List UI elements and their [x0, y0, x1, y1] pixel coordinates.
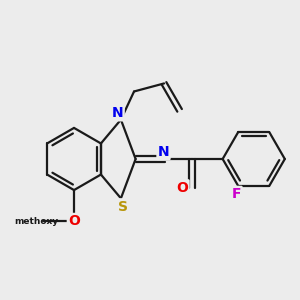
Text: O: O	[176, 181, 188, 195]
Text: N: N	[158, 145, 169, 159]
Text: F: F	[232, 187, 241, 201]
Text: S: S	[118, 200, 128, 214]
Text: N: N	[112, 106, 123, 120]
Text: O: O	[68, 214, 80, 228]
Text: methoxy: methoxy	[14, 217, 59, 226]
